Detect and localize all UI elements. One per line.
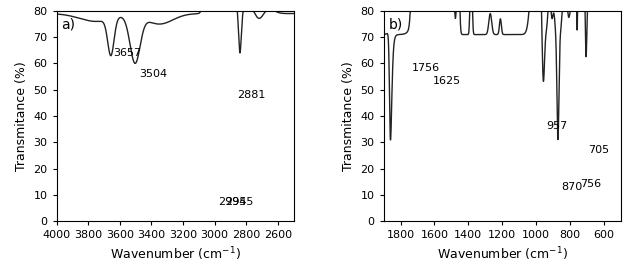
Text: 1756: 1756 <box>411 63 440 73</box>
Text: a): a) <box>62 17 76 31</box>
Text: 756: 756 <box>580 179 602 189</box>
Y-axis label: Transmitance (%): Transmitance (%) <box>15 61 28 171</box>
Text: 2995: 2995 <box>218 197 246 207</box>
X-axis label: Wavenumber (cm$^{-1}$): Wavenumber (cm$^{-1}$) <box>110 246 241 263</box>
Text: 3504: 3504 <box>139 69 167 79</box>
Y-axis label: Transmitance (%): Transmitance (%) <box>342 61 355 171</box>
Text: 705: 705 <box>588 145 609 155</box>
Text: 2945: 2945 <box>225 197 253 207</box>
Text: 2881: 2881 <box>237 90 265 100</box>
Text: 957: 957 <box>546 121 568 131</box>
Text: b): b) <box>388 17 403 31</box>
Text: 870: 870 <box>561 182 582 192</box>
X-axis label: Wavenumber (cm$^{-1}$): Wavenumber (cm$^{-1}$) <box>437 246 568 263</box>
Text: 1625: 1625 <box>433 76 461 87</box>
Text: 3657: 3657 <box>113 48 142 58</box>
